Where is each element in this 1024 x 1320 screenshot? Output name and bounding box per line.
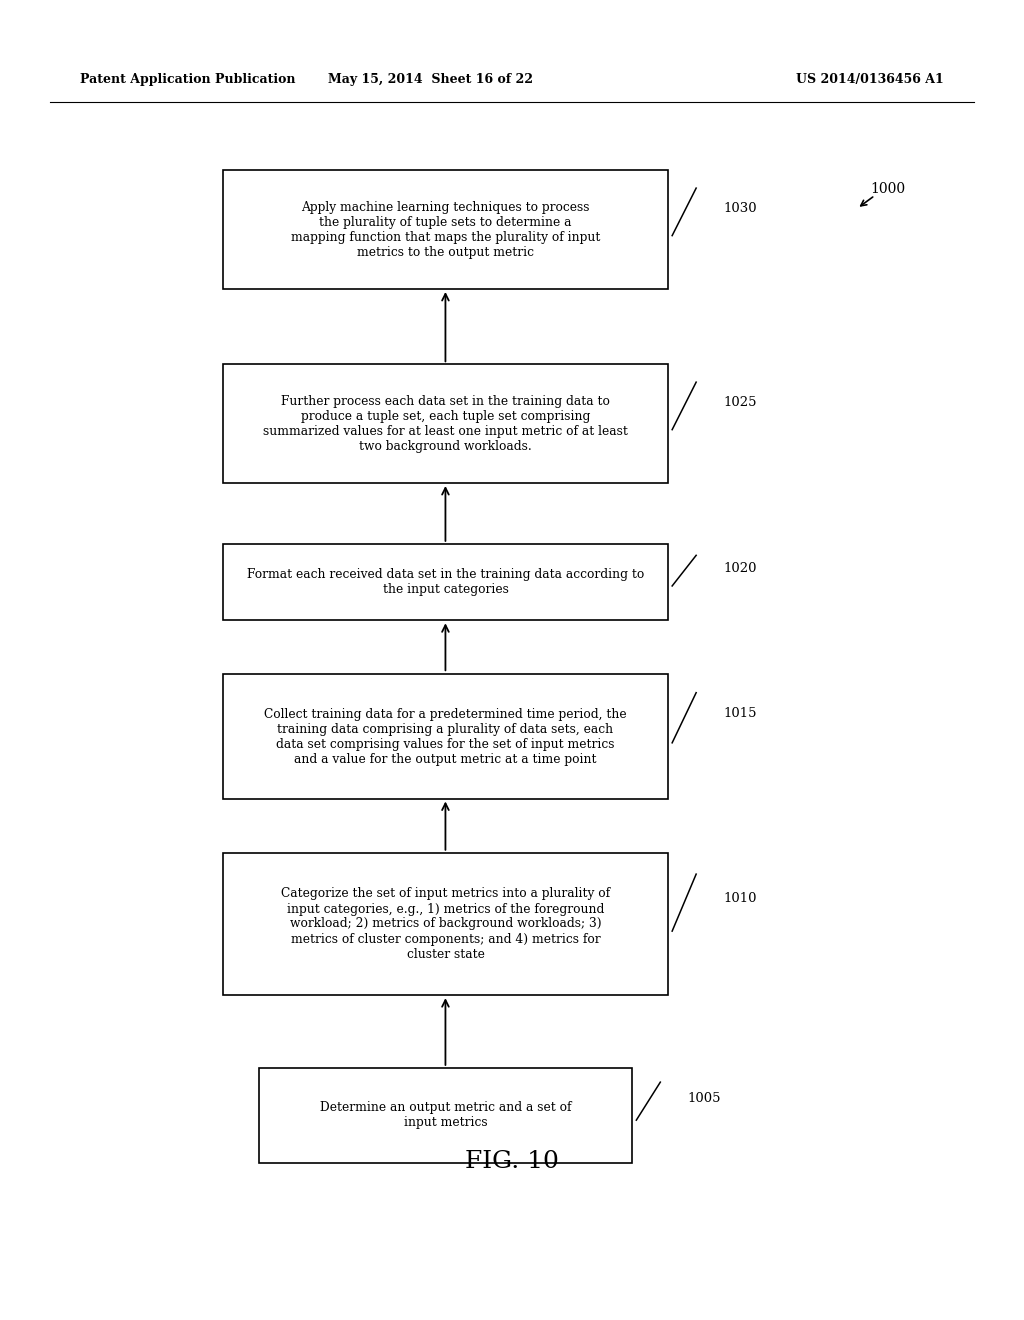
Text: 1010: 1010 — [723, 892, 757, 904]
Bar — [258, 1068, 632, 1163]
Text: Categorize the set of input metrics into a plurality of
input categories, e.g., : Categorize the set of input metrics into… — [281, 887, 610, 961]
Text: 1025: 1025 — [723, 396, 757, 409]
Text: 1030: 1030 — [723, 202, 757, 215]
Bar — [223, 853, 668, 995]
Text: Apply machine learning techniques to process
the plurality of tuple sets to dete: Apply machine learning techniques to pro… — [291, 201, 600, 259]
Text: Format each received data set in the training data according to
the input catego: Format each received data set in the tra… — [247, 568, 644, 597]
Bar — [223, 675, 668, 800]
Text: Collect training data for a predetermined time period, the
training data compris: Collect training data for a predetermine… — [264, 708, 627, 766]
Text: 1020: 1020 — [723, 562, 757, 574]
Text: Determine an output metric and a set of
input metrics: Determine an output metric and a set of … — [319, 1101, 571, 1130]
Bar — [223, 170, 668, 289]
Text: US 2014/0136456 A1: US 2014/0136456 A1 — [796, 73, 944, 86]
Bar — [223, 364, 668, 483]
Text: Patent Application Publication: Patent Application Publication — [80, 73, 296, 86]
Text: 1005: 1005 — [687, 1092, 721, 1105]
Text: May 15, 2014  Sheet 16 of 22: May 15, 2014 Sheet 16 of 22 — [328, 73, 532, 86]
Text: Further process each data set in the training data to
produce a tuple set, each : Further process each data set in the tra… — [263, 395, 628, 453]
Text: FIG. 10: FIG. 10 — [465, 1150, 559, 1173]
Bar — [223, 544, 668, 620]
Text: 1015: 1015 — [723, 708, 757, 721]
Text: 1000: 1000 — [870, 182, 905, 195]
